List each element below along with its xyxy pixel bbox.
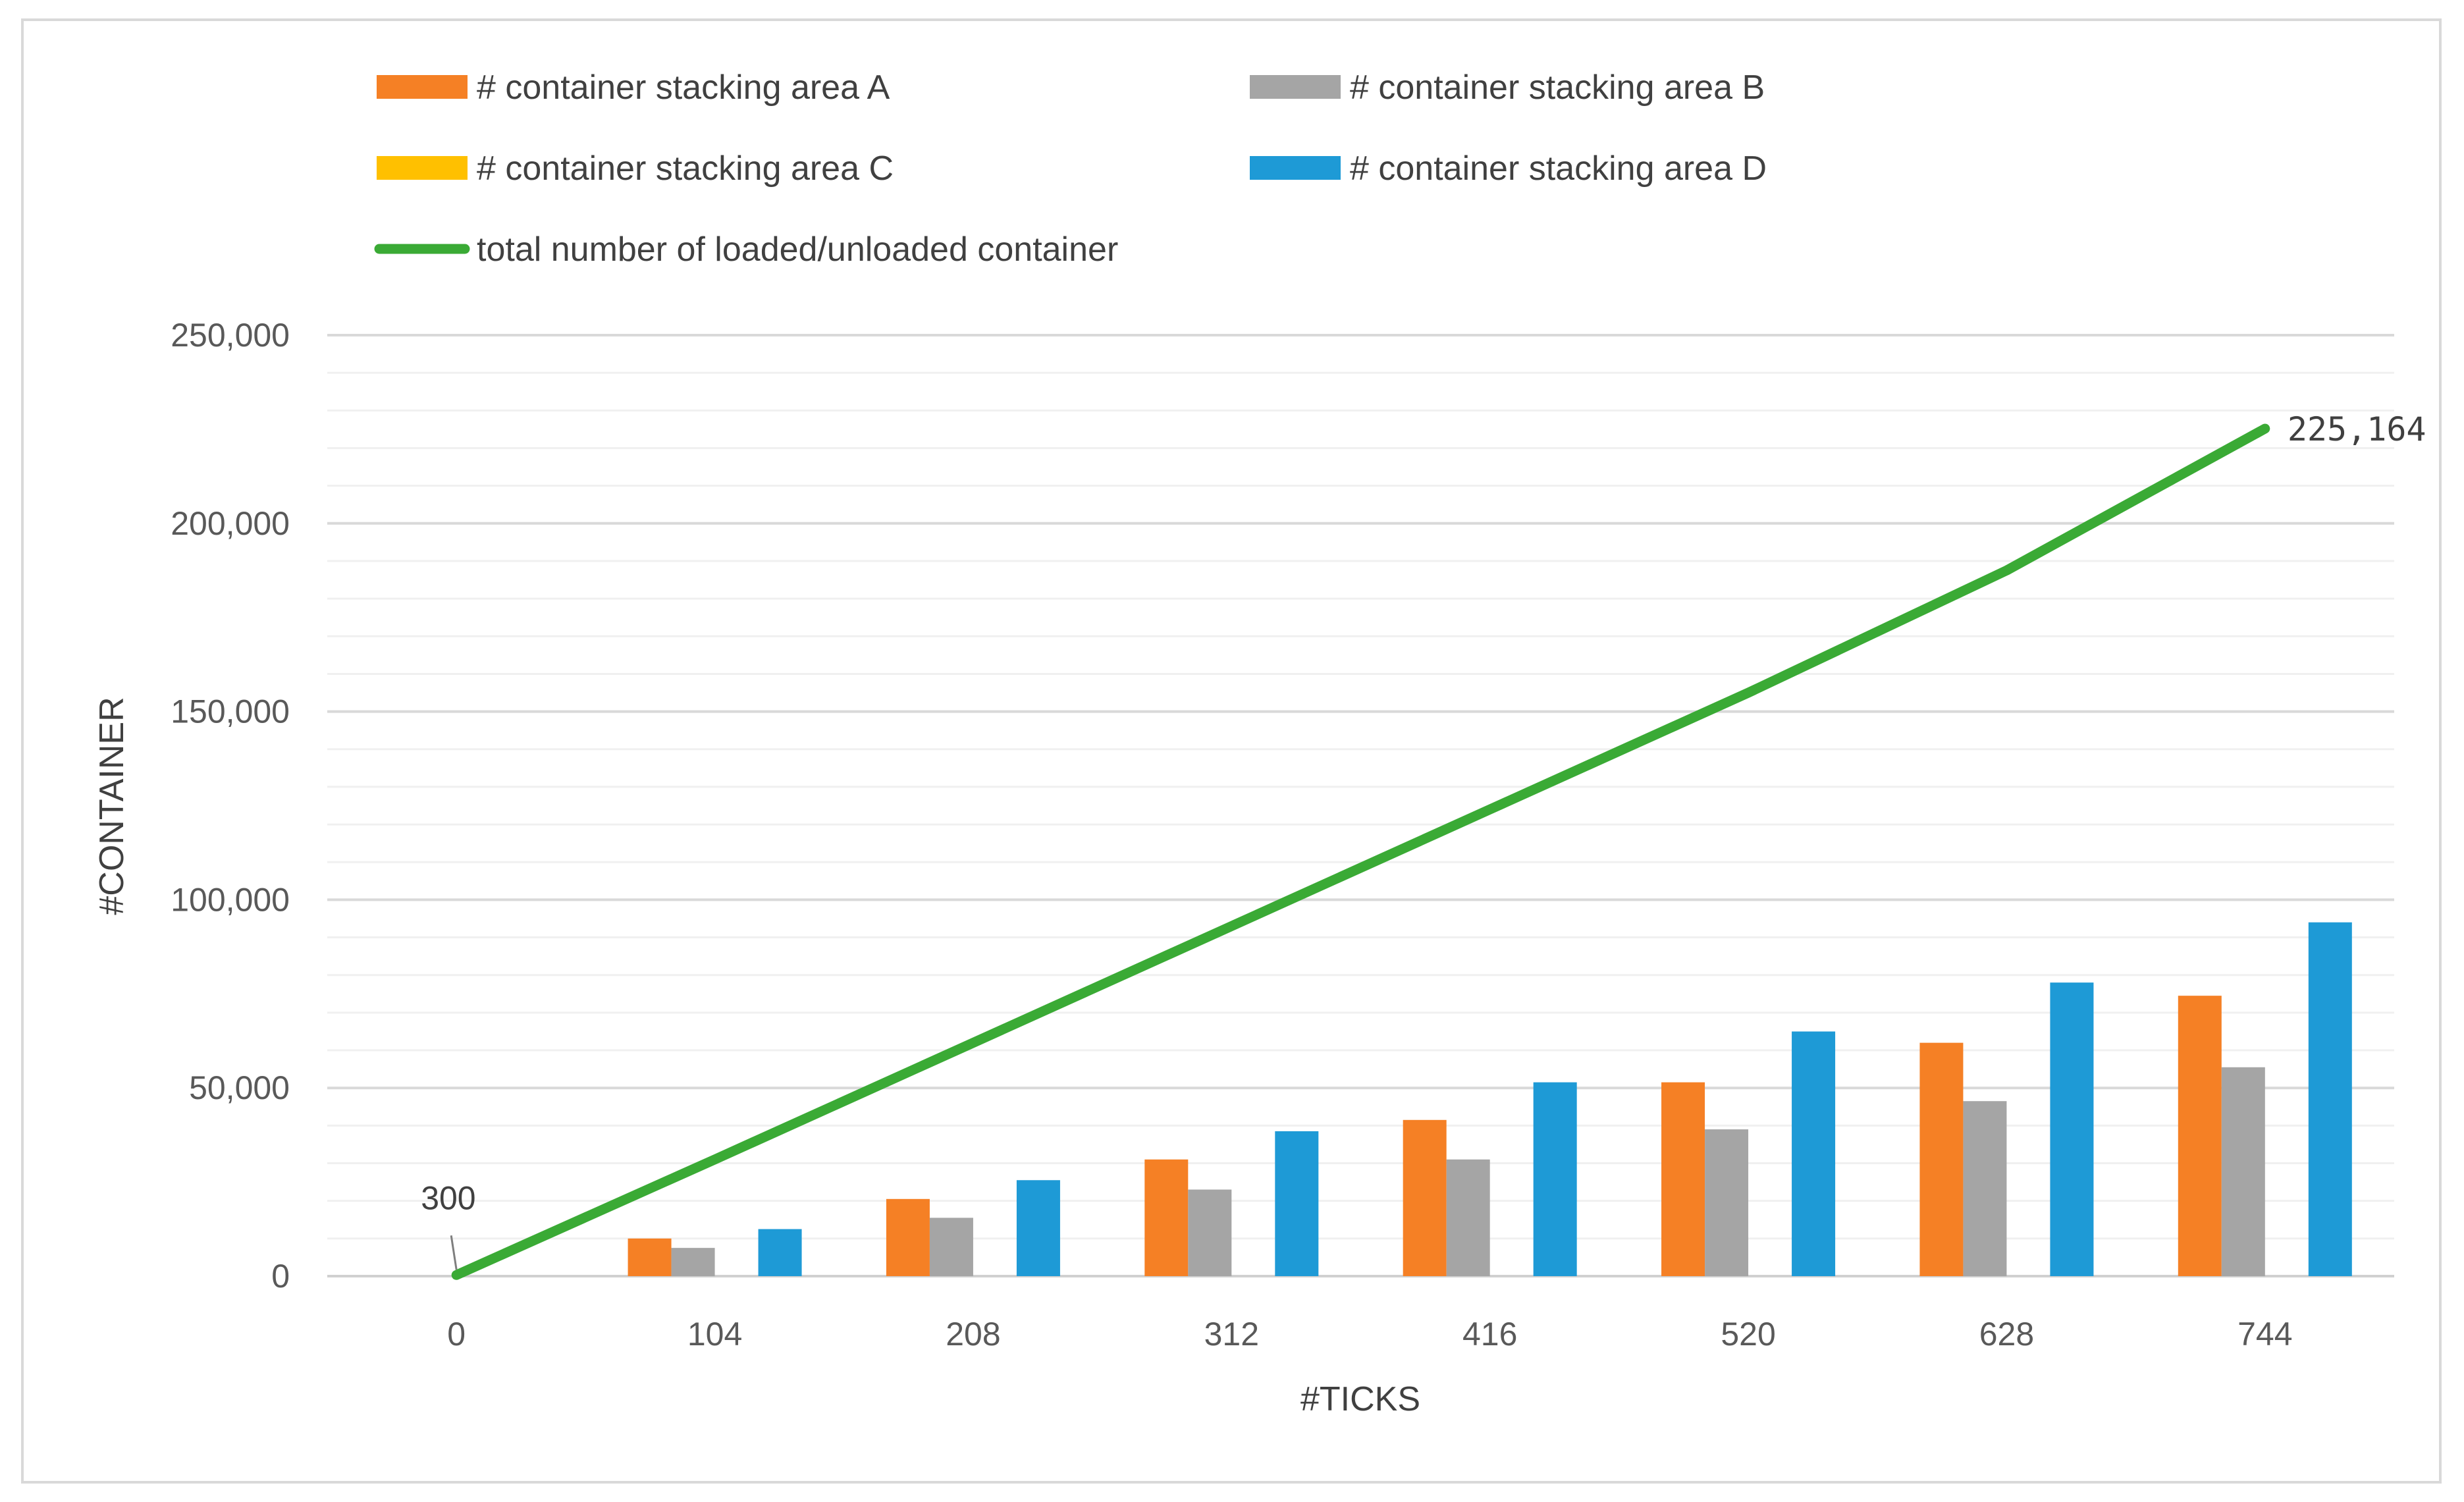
x-tick-label: 312 xyxy=(1204,1316,1259,1353)
bar[interactable] xyxy=(2308,922,2352,1276)
bar[interactable] xyxy=(628,1238,672,1276)
bar[interactable] xyxy=(1188,1189,1232,1276)
legend-label[interactable]: # container stacking area A xyxy=(477,68,890,107)
x-tick-label: 104 xyxy=(687,1316,742,1353)
bar[interactable] xyxy=(1661,1082,1705,1276)
bar[interactable] xyxy=(2178,996,2222,1276)
x-tick-label: 744 xyxy=(2237,1316,2292,1353)
legend-label[interactable]: # container stacking area C xyxy=(477,149,894,188)
line-point[interactable] xyxy=(968,1038,978,1048)
bar[interactable] xyxy=(1705,1129,1749,1276)
line-point[interactable] xyxy=(452,1270,462,1280)
legend-swatch[interactable] xyxy=(1250,156,1341,180)
legend-label[interactable]: total number of loaded/unloaded containe… xyxy=(477,230,1118,269)
bar[interactable] xyxy=(1403,1119,1447,1276)
line-point[interactable] xyxy=(2002,566,2012,576)
legend-label[interactable]: # container stacking area B xyxy=(1350,68,1765,107)
bar[interactable] xyxy=(1144,1159,1189,1276)
x-axis-title: #TICKS xyxy=(1300,1380,1420,1418)
line-point[interactable] xyxy=(710,1154,720,1164)
y-tick-label: 0 xyxy=(271,1258,290,1295)
bar[interactable] xyxy=(1533,1082,1577,1276)
data-label: 300 xyxy=(421,1179,475,1216)
y-axis-title: #CONTAINER xyxy=(93,697,131,915)
legend-swatch[interactable] xyxy=(1250,75,1341,99)
legend-label[interactable]: # container stacking area D xyxy=(1350,149,1767,188)
line-point[interactable] xyxy=(1227,921,1237,931)
bar[interactable] xyxy=(2050,982,2094,1276)
y-tick-label: 250,000 xyxy=(171,317,290,354)
bar[interactable] xyxy=(1919,1042,1964,1276)
x-tick-label: 208 xyxy=(946,1316,1000,1353)
data-label: 225,164 xyxy=(2288,410,2426,448)
legend-swatch[interactable] xyxy=(377,156,468,180)
legend-swatch[interactable] xyxy=(377,75,468,99)
bar[interactable] xyxy=(1016,1180,1060,1276)
bar[interactable] xyxy=(1963,1101,2007,1276)
bar[interactable] xyxy=(1275,1131,1319,1276)
y-tick-label: 150,000 xyxy=(171,693,290,730)
line-point[interactable] xyxy=(1485,805,1495,815)
bar[interactable] xyxy=(929,1218,973,1276)
total-line[interactable] xyxy=(451,423,2270,1280)
bar[interactable] xyxy=(2221,1067,2265,1276)
x-tick-label: 0 xyxy=(447,1316,466,1353)
line-point[interactable] xyxy=(2260,423,2270,433)
bar[interactable] xyxy=(1446,1159,1490,1276)
bar[interactable] xyxy=(886,1198,930,1276)
x-tick-label: 416 xyxy=(1462,1316,1517,1353)
x-tick-label: 520 xyxy=(1721,1316,1775,1353)
y-tick-label: 200,000 xyxy=(171,505,290,542)
bar[interactable] xyxy=(671,1248,715,1276)
y-tick-label: 50,000 xyxy=(189,1069,290,1106)
annotation-leader xyxy=(450,1235,458,1270)
y-tick-label: 100,000 xyxy=(171,881,290,918)
x-tick-label: 628 xyxy=(1979,1316,2034,1353)
bar[interactable] xyxy=(758,1229,802,1276)
line-point[interactable] xyxy=(1744,688,1754,698)
bar[interactable] xyxy=(1792,1031,1836,1276)
